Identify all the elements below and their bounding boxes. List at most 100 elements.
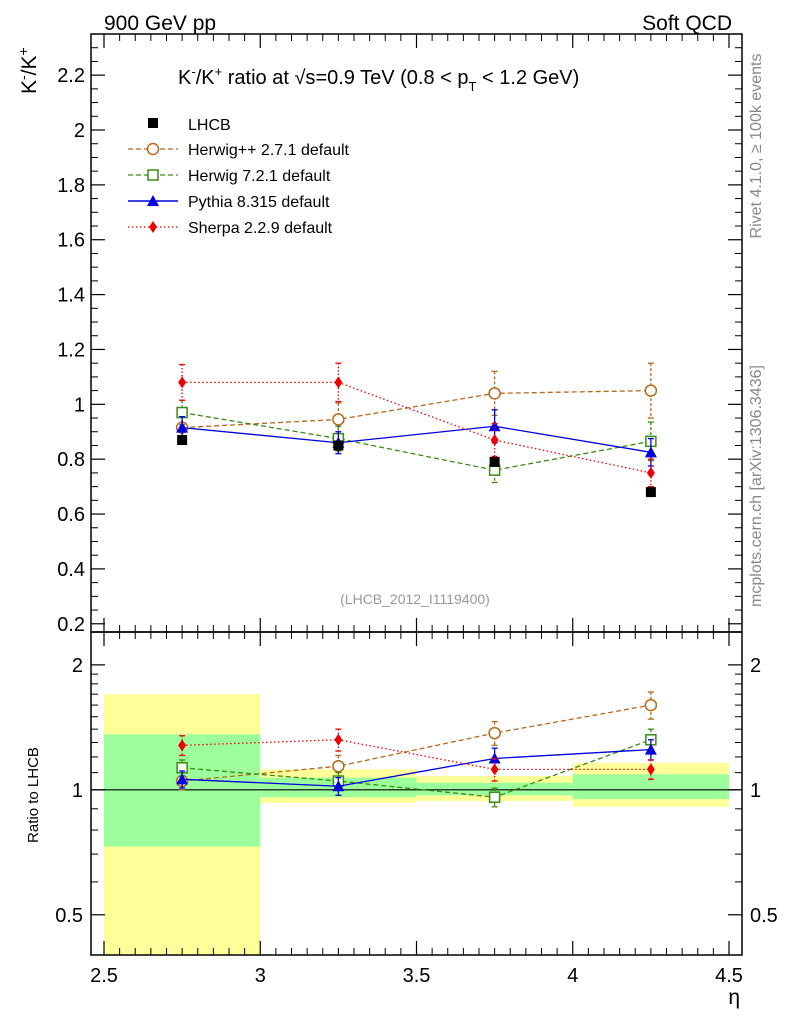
ratio-ytick-label-right: 2 <box>750 655 761 677</box>
header-left: 900 GeV pp <box>104 12 216 35</box>
main-ytick-label: 0.2 <box>57 614 85 636</box>
title-mid: /K <box>196 67 216 89</box>
main-line-herwig-7-2-1-default <box>182 411 651 471</box>
ratio-line-pythia-8-315-default <box>182 748 651 787</box>
main-line-sherpa-2-2-9-default <box>182 381 652 474</box>
ratio-point-pythia-8-315-default <box>644 743 657 755</box>
ratio-ytick-label-right: 0.5 <box>750 905 778 927</box>
legend: LHCB Herwig++ 2.7.1 default Herwig 7.2.1… <box>128 117 350 237</box>
ratio-band-green <box>104 734 261 847</box>
ratio-ytick-label: 2 <box>72 655 83 677</box>
main-point-lhcb <box>489 456 500 467</box>
main-ytick-label: 0.8 <box>57 449 85 471</box>
main-point-pythia-8-315-default <box>176 421 189 433</box>
legend-marker-lhcb <box>148 118 158 128</box>
title-sup1: - <box>191 64 195 79</box>
ratio-line-herwig-7-2-1-default <box>182 739 652 798</box>
legend-marker-pythia <box>147 195 159 206</box>
main-point-sherpa-2-2-9-default <box>178 376 187 389</box>
rivet-label: Rivet 4.1.0, ≥ 100k events <box>748 54 765 239</box>
ylabel-sup2: + <box>15 47 31 55</box>
title-post: < 1.2 GeV) <box>476 67 579 89</box>
axes: 0.2 0.4 0.6 0.8 1 1.2 1.4 1.6 1.8 2 2.2 2.5 3 3.5 4 4.5… <box>55 33 778 987</box>
ratio-ytick-label: 1 <box>72 780 83 802</box>
x-axis-label: η <box>728 986 740 1009</box>
legend-item-herwig7: Herwig 7.2.1 default <box>128 168 331 185</box>
main-ytick-label: 2.2 <box>57 65 85 87</box>
ratio-ytick-label: 0.5 <box>55 905 83 927</box>
ylabel-sup1: - <box>15 75 31 80</box>
main-point-lhcb <box>177 434 188 445</box>
legend-label-lhcb: LHCB <box>188 117 231 134</box>
legend-label-herwigpp: Herwig++ 2.7.1 default <box>188 142 350 159</box>
main-ytick-label: 0.6 <box>57 504 85 526</box>
ylabel-base2: /K <box>18 55 41 75</box>
ratio-series-sherpa-2-2-9-default <box>178 728 655 782</box>
main-series-lhcb <box>177 434 656 498</box>
main-ytick-label: 1.4 <box>57 285 85 307</box>
main-point-sherpa-2-2-9-default <box>646 466 655 479</box>
legend-item-herwigpp: Herwig++ 2.7.1 default <box>128 142 350 159</box>
title-sub: T <box>469 79 477 94</box>
main-point-sherpa-2-2-9-default <box>334 376 343 389</box>
main-ytick-label: 1.8 <box>57 175 85 197</box>
legend-label-pythia: Pythia 8.315 default <box>188 194 330 211</box>
legend-item-pythia: Pythia 8.315 default <box>128 194 330 211</box>
main-ytick-label: 1.2 <box>57 339 85 361</box>
title-sqrt: √s <box>294 67 315 89</box>
main-point-herwig-2-7-1-default <box>332 413 345 426</box>
ratio-line-herwig-2-7-1-default <box>182 704 651 782</box>
title-energy: =0.9 TeV (0.8 < p <box>315 67 468 89</box>
ratio-point-pythia-8-315-default <box>332 780 345 792</box>
xtick-label: 2.5 <box>90 965 118 987</box>
legend-label-sherpa: Sherpa 2.2.9 default <box>188 220 333 237</box>
ratio-ytick-label-right: 1 <box>750 780 761 802</box>
title-pre: K <box>178 67 192 89</box>
legend-item-lhcb: LHCB <box>148 117 231 134</box>
ratio-uncertainty-bands <box>91 694 742 955</box>
analysis-watermark: (LHCB_2012_I1119400) <box>340 591 490 607</box>
legend-item-sherpa: Sherpa 2.2.9 default <box>128 220 333 237</box>
legend-marker-herwigpp <box>146 142 160 156</box>
main-series-herwig-2-7-1-default <box>175 362 658 441</box>
ratio-point-herwig-2-7-1-default <box>488 726 501 740</box>
mcplots-label: mcplots.cern.ch [arXiv:1306.3436] <box>748 365 765 607</box>
main-point-herwig-2-7-1-default <box>488 387 501 400</box>
title-sup2: + <box>215 64 223 79</box>
legend-label-herwig7: Herwig 7.2.1 default <box>188 168 331 185</box>
main-point-herwig-2-7-1-default <box>644 384 658 397</box>
main-point-pythia-8-315-default <box>488 420 501 432</box>
legend-marker-herwig7 <box>147 169 159 181</box>
main-series-sherpa-2-2-9-default <box>178 362 655 488</box>
main-point-lhcb <box>645 487 656 498</box>
main-point-lhcb <box>333 440 344 451</box>
main-ytick-label: 0.4 <box>57 559 85 581</box>
ratio-point-sherpa-2-2-9-default <box>334 733 343 746</box>
ratio-point-sherpa-2-2-9-default <box>490 763 499 776</box>
ratio-point-herwig-2-7-1-default <box>332 759 345 773</box>
xtick-label: 3.5 <box>403 965 431 987</box>
main-series <box>175 362 658 498</box>
ratio-series <box>175 691 658 808</box>
main-ytick-label: 1.6 <box>57 230 85 252</box>
ratio-point-pythia-8-315-default <box>176 773 189 785</box>
ratio-point-sherpa-2-2-9-default <box>178 739 187 752</box>
header-right: Soft QCD <box>642 12 732 35</box>
main-title: K-/K+ ratio at √s=0.9 TeV (0.8 < pT < 1.… <box>178 64 579 94</box>
xtick-label: 4 <box>567 965 578 987</box>
ratio-point-herwig-7-2-1-default <box>488 791 501 803</box>
ratio-point-sherpa-2-2-9-default <box>646 763 655 776</box>
main-line-pythia-8-315-default <box>182 425 651 453</box>
main-ytick-label: 1 <box>74 394 85 416</box>
xtick-label: 4.5 <box>715 965 743 987</box>
xtick-label: 3 <box>255 965 266 987</box>
main-point-pythia-8-315-default <box>644 446 657 458</box>
legend-marker-sherpa <box>149 221 157 233</box>
main-line-herwig-2-7-1-default <box>182 389 651 429</box>
ylabel-base1: K <box>18 80 41 94</box>
ratio-ylabel: Ratio to LHCB <box>25 747 42 843</box>
main-series-pythia-8-315-default <box>176 409 657 467</box>
main-ylabel: K-/K+ <box>15 47 41 94</box>
main-ytick-label: 2 <box>74 120 85 142</box>
